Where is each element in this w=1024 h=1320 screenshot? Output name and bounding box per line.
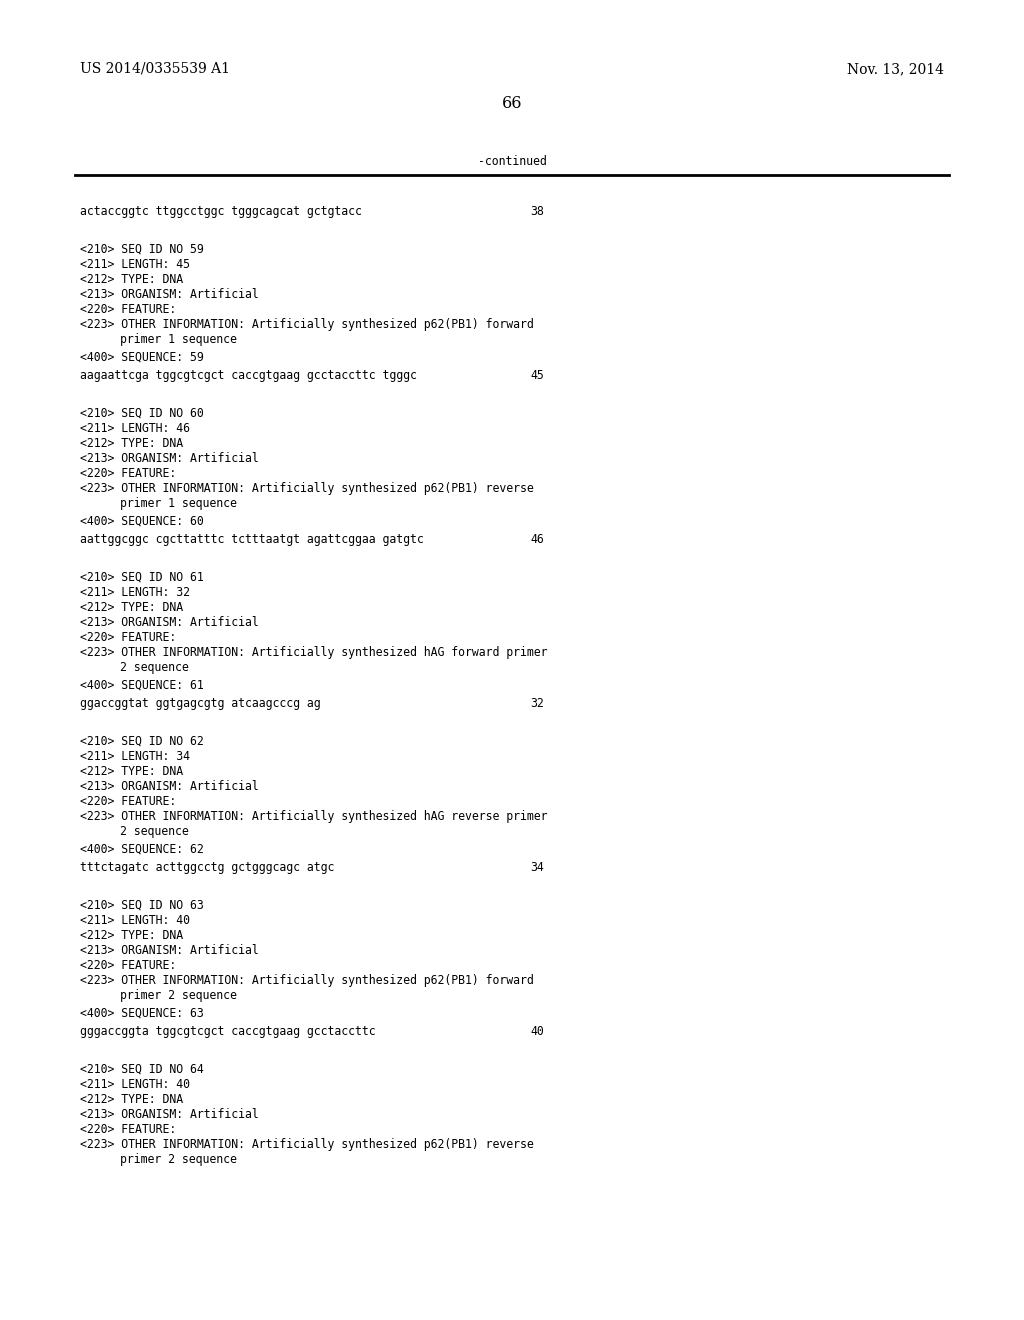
- Text: <213> ORGANISM: Artificial: <213> ORGANISM: Artificial: [80, 288, 259, 301]
- Text: <213> ORGANISM: Artificial: <213> ORGANISM: Artificial: [80, 780, 259, 793]
- Text: <213> ORGANISM: Artificial: <213> ORGANISM: Artificial: [80, 616, 259, 630]
- Text: primer 1 sequence: primer 1 sequence: [120, 333, 237, 346]
- Text: tttctagatc acttggcctg gctgggcagc atgc: tttctagatc acttggcctg gctgggcagc atgc: [80, 861, 335, 874]
- Text: <210> SEQ ID NO 63: <210> SEQ ID NO 63: [80, 899, 204, 912]
- Text: <210> SEQ ID NO 60: <210> SEQ ID NO 60: [80, 407, 204, 420]
- Text: 66: 66: [502, 95, 522, 112]
- Text: ggaccggtat ggtgagcgtg atcaagcccg ag: ggaccggtat ggtgagcgtg atcaagcccg ag: [80, 697, 321, 710]
- Text: aattggcggc cgcttatttc tctttaatgt agattcggaa gatgtc: aattggcggc cgcttatttc tctttaatgt agattcg…: [80, 533, 424, 546]
- Text: <212> TYPE: DNA: <212> TYPE: DNA: [80, 437, 183, 450]
- Text: <223> OTHER INFORMATION: Artificially synthesized p62(PB1) forward: <223> OTHER INFORMATION: Artificially sy…: [80, 318, 534, 331]
- Text: <212> TYPE: DNA: <212> TYPE: DNA: [80, 766, 183, 777]
- Text: <210> SEQ ID NO 62: <210> SEQ ID NO 62: [80, 735, 204, 748]
- Text: <211> LENGTH: 40: <211> LENGTH: 40: [80, 1078, 190, 1092]
- Text: actaccggtc ttggcctggc tgggcagcat gctgtacc: actaccggtc ttggcctggc tgggcagcat gctgtac…: [80, 205, 361, 218]
- Text: <211> LENGTH: 40: <211> LENGTH: 40: [80, 913, 190, 927]
- Text: primer 2 sequence: primer 2 sequence: [120, 989, 237, 1002]
- Text: <211> LENGTH: 45: <211> LENGTH: 45: [80, 257, 190, 271]
- Text: 40: 40: [530, 1026, 544, 1038]
- Text: <400> SEQUENCE: 62: <400> SEQUENCE: 62: [80, 843, 204, 855]
- Text: <213> ORGANISM: Artificial: <213> ORGANISM: Artificial: [80, 1107, 259, 1121]
- Text: <400> SEQUENCE: 63: <400> SEQUENCE: 63: [80, 1007, 204, 1020]
- Text: primer 1 sequence: primer 1 sequence: [120, 498, 237, 510]
- Text: <211> LENGTH: 46: <211> LENGTH: 46: [80, 422, 190, 436]
- Text: <223> OTHER INFORMATION: Artificially synthesized p62(PB1) forward: <223> OTHER INFORMATION: Artificially sy…: [80, 974, 534, 987]
- Text: <210> SEQ ID NO 61: <210> SEQ ID NO 61: [80, 572, 204, 583]
- Text: primer 2 sequence: primer 2 sequence: [120, 1152, 237, 1166]
- Text: <220> FEATURE:: <220> FEATURE:: [80, 467, 176, 480]
- Text: 34: 34: [530, 861, 544, 874]
- Text: <212> TYPE: DNA: <212> TYPE: DNA: [80, 601, 183, 614]
- Text: <213> ORGANISM: Artificial: <213> ORGANISM: Artificial: [80, 944, 259, 957]
- Text: <223> OTHER INFORMATION: Artificially synthesized hAG forward primer: <223> OTHER INFORMATION: Artificially sy…: [80, 645, 548, 659]
- Text: 45: 45: [530, 370, 544, 381]
- Text: <400> SEQUENCE: 61: <400> SEQUENCE: 61: [80, 678, 204, 692]
- Text: <211> LENGTH: 32: <211> LENGTH: 32: [80, 586, 190, 599]
- Text: <220> FEATURE:: <220> FEATURE:: [80, 960, 176, 972]
- Text: Nov. 13, 2014: Nov. 13, 2014: [847, 62, 944, 77]
- Text: <220> FEATURE:: <220> FEATURE:: [80, 795, 176, 808]
- Text: <400> SEQUENCE: 59: <400> SEQUENCE: 59: [80, 351, 204, 364]
- Text: <212> TYPE: DNA: <212> TYPE: DNA: [80, 929, 183, 942]
- Text: <220> FEATURE:: <220> FEATURE:: [80, 1123, 176, 1137]
- Text: <223> OTHER INFORMATION: Artificially synthesized hAG reverse primer: <223> OTHER INFORMATION: Artificially sy…: [80, 810, 548, 822]
- Text: -continued: -continued: [477, 154, 547, 168]
- Text: <223> OTHER INFORMATION: Artificially synthesized p62(PB1) reverse: <223> OTHER INFORMATION: Artificially sy…: [80, 482, 534, 495]
- Text: 2 sequence: 2 sequence: [120, 661, 188, 675]
- Text: gggaccggta tggcgtcgct caccgtgaag gcctaccttc: gggaccggta tggcgtcgct caccgtgaag gcctacc…: [80, 1026, 376, 1038]
- Text: <213> ORGANISM: Artificial: <213> ORGANISM: Artificial: [80, 451, 259, 465]
- Text: US 2014/0335539 A1: US 2014/0335539 A1: [80, 62, 230, 77]
- Text: 46: 46: [530, 533, 544, 546]
- Text: <210> SEQ ID NO 59: <210> SEQ ID NO 59: [80, 243, 204, 256]
- Text: <400> SEQUENCE: 60: <400> SEQUENCE: 60: [80, 515, 204, 528]
- Text: <220> FEATURE:: <220> FEATURE:: [80, 304, 176, 315]
- Text: <211> LENGTH: 34: <211> LENGTH: 34: [80, 750, 190, 763]
- Text: 2 sequence: 2 sequence: [120, 825, 188, 838]
- Text: 32: 32: [530, 697, 544, 710]
- Text: <212> TYPE: DNA: <212> TYPE: DNA: [80, 1093, 183, 1106]
- Text: <212> TYPE: DNA: <212> TYPE: DNA: [80, 273, 183, 286]
- Text: <220> FEATURE:: <220> FEATURE:: [80, 631, 176, 644]
- Text: <223> OTHER INFORMATION: Artificially synthesized p62(PB1) reverse: <223> OTHER INFORMATION: Artificially sy…: [80, 1138, 534, 1151]
- Text: <210> SEQ ID NO 64: <210> SEQ ID NO 64: [80, 1063, 204, 1076]
- Text: 38: 38: [530, 205, 544, 218]
- Text: aagaattcga tggcgtcgct caccgtgaag gcctaccttc tgggc: aagaattcga tggcgtcgct caccgtgaag gcctacc…: [80, 370, 417, 381]
